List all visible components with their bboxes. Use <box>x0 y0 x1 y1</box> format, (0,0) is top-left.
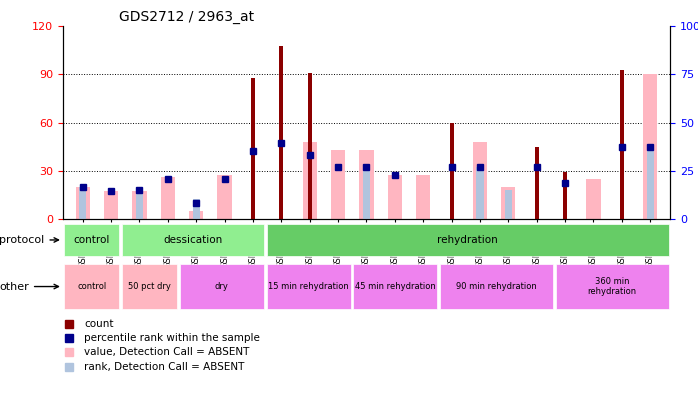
Bar <box>505 190 512 219</box>
Text: percentile rank within the sample: percentile rank within the sample <box>84 333 260 343</box>
Bar <box>79 187 87 219</box>
Bar <box>303 142 317 219</box>
Bar <box>133 192 147 219</box>
Bar <box>104 192 118 219</box>
Text: dry: dry <box>215 282 229 291</box>
Bar <box>64 264 119 309</box>
Bar <box>643 75 658 219</box>
Bar <box>477 167 484 219</box>
Text: 45 min rehydration: 45 min rehydration <box>355 282 436 291</box>
Bar <box>122 224 264 256</box>
Text: GDS2712 / 2963_at: GDS2712 / 2963_at <box>119 10 254 24</box>
Bar <box>161 177 175 219</box>
Bar <box>556 264 669 309</box>
Text: dessication: dessication <box>163 235 223 245</box>
Bar <box>646 147 654 219</box>
Bar <box>308 73 312 219</box>
Text: count: count <box>84 319 114 329</box>
Bar <box>450 122 454 219</box>
Bar <box>267 224 669 256</box>
Bar <box>620 70 624 219</box>
Text: 360 min
rehydration: 360 min rehydration <box>588 277 637 296</box>
Bar <box>267 264 350 309</box>
Bar <box>75 187 90 219</box>
Bar <box>331 150 346 219</box>
Bar <box>359 150 373 219</box>
Bar <box>416 175 430 219</box>
Bar <box>218 175 232 219</box>
Bar <box>64 224 119 256</box>
Bar <box>193 199 200 219</box>
Bar <box>180 264 264 309</box>
Text: value, Detection Call = ABSENT: value, Detection Call = ABSENT <box>84 347 249 358</box>
Bar <box>473 142 487 219</box>
Bar <box>440 264 553 309</box>
Text: 90 min rehydration: 90 min rehydration <box>456 282 537 291</box>
Bar <box>189 211 203 219</box>
Bar <box>586 179 600 219</box>
Bar <box>136 190 143 219</box>
Text: 50 pct dry: 50 pct dry <box>128 282 171 291</box>
Text: rehydration: rehydration <box>437 235 498 245</box>
Bar <box>353 264 437 309</box>
Bar <box>563 172 567 219</box>
Bar <box>251 78 255 219</box>
Text: control: control <box>77 282 106 291</box>
Bar <box>279 46 283 219</box>
Bar <box>122 264 177 309</box>
Text: rank, Detection Call = ABSENT: rank, Detection Call = ABSENT <box>84 362 244 372</box>
Text: protocol: protocol <box>0 235 59 245</box>
Text: control: control <box>73 235 110 245</box>
Bar <box>501 187 515 219</box>
Bar <box>535 147 539 219</box>
Bar <box>363 167 370 219</box>
Text: 15 min rehydration: 15 min rehydration <box>268 282 349 291</box>
Bar <box>387 175 402 219</box>
Text: other: other <box>0 281 59 292</box>
